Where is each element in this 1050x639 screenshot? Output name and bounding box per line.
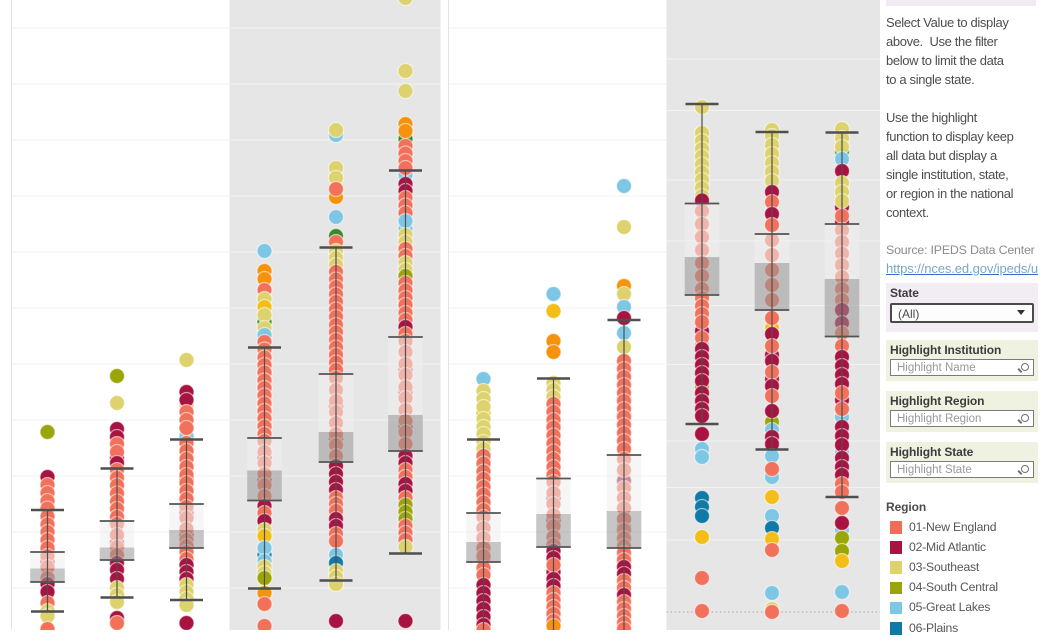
legend-item[interactable]: 05-Great Lakes	[886, 598, 1046, 618]
source-link[interactable]: https://nces.ed.gov/ipeds/u	[886, 261, 1038, 276]
source-label: Source: IPEDS Data Center	[886, 243, 1035, 257]
legend-swatch	[889, 581, 902, 595]
highlight-institution-input[interactable]: Highlight Name	[890, 359, 1034, 376]
highlight-state-card: Highlight State Highlight State	[886, 442, 1038, 483]
highlight-region-card: Highlight Region Highlight Region	[886, 391, 1038, 432]
legend-title: Region	[886, 500, 927, 514]
legend-swatch	[889, 601, 902, 615]
instructions-paragraph-2: Use the highlight function to display ke…	[886, 110, 1014, 220]
dropdown-caret-icon	[1017, 310, 1025, 315]
boxplot-strip-chart[interactable]	[0, 0, 880, 630]
search-icon[interactable]	[1017, 413, 1029, 425]
highlight-state-label: Highlight State	[890, 445, 974, 459]
legend-item-label: 06-Plains	[909, 620, 959, 635]
highlight-institution-card: Highlight Institution Highlight Name	[886, 340, 1038, 381]
instructions-paragraph-1: Select Value to display above. Use the f…	[886, 15, 1009, 87]
state-filter-value: (All)	[898, 306, 920, 321]
highlight-state-input[interactable]: Highlight State	[890, 461, 1034, 478]
search-icon[interactable]	[1017, 362, 1029, 374]
search-icon[interactable]	[1017, 464, 1029, 476]
legend-item-label: 01-New England	[909, 519, 997, 534]
legend-item-label: 05-Great Lakes	[909, 600, 991, 615]
highlight-institution-placeholder: Highlight Name	[897, 361, 976, 374]
highlight-region-input[interactable]: Highlight Region	[890, 410, 1034, 427]
sidebar: Select Value to display above. Use the f…	[880, 0, 1050, 635]
legend-item[interactable]: 06-Plains	[886, 619, 1046, 639]
legend-item-label: 04-South Central	[909, 580, 998, 595]
legend-item-label: 03-Southeast	[909, 559, 980, 574]
legend-item[interactable]: 03-Southeast	[886, 558, 1046, 578]
legend-item[interactable]: 04-South Central	[886, 578, 1046, 598]
highlight-region-label: Highlight Region	[890, 394, 985, 408]
state-filter-card: State (All)	[886, 283, 1038, 332]
highlight-institution-label: Highlight Institution	[890, 343, 1002, 357]
legend-swatch	[889, 521, 902, 534]
highlight-state-placeholder: Highlight State	[897, 463, 972, 476]
highlight-region-placeholder: Highlight Region	[897, 412, 982, 425]
legend-swatch	[889, 541, 902, 554]
legend-swatch	[889, 622, 902, 635]
parameter-card-edge	[886, 0, 1036, 6]
legend-swatch	[889, 561, 902, 574]
state-filter-label: State	[890, 286, 919, 300]
state-filter-dropdown[interactable]: (All)	[890, 303, 1034, 323]
legend-item[interactable]: 02-Mid Atlantic	[886, 538, 1046, 558]
legend-item[interactable]: 01-New England	[886, 518, 1046, 538]
legend-item-label: 02-Mid Atlantic	[909, 539, 986, 554]
